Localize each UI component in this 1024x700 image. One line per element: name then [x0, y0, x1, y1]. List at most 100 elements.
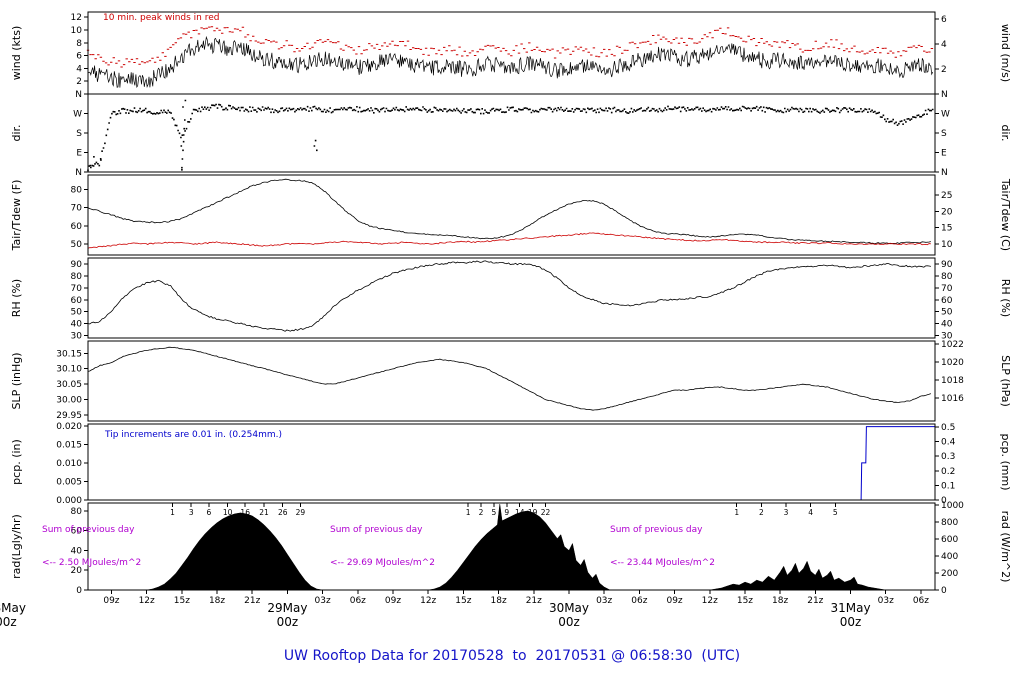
peak-wind-note: 10 min. peak winds in red: [103, 13, 220, 23]
axis-title-right-rh: RH (%): [999, 279, 1012, 317]
cumulative-rad-label: 19: [528, 508, 538, 517]
rad-sum-annotation-3: Sum of previous day <-- 23.44 MJoules/m^…: [610, 503, 715, 591]
y-axis-tick-label: 0.005: [56, 477, 82, 487]
y-axis-tick-label: 1020: [941, 358, 964, 368]
y-axis-tick-label: N: [75, 90, 82, 100]
axis-title-left-pcp: pcp. (in): [10, 439, 23, 485]
panel-border: [87, 257, 936, 339]
slp-trace: [87, 346, 932, 411]
y-axis-tick-label: 0.000: [56, 496, 82, 506]
y-axis-tick-label: 60: [71, 222, 83, 232]
x-axis-tick-label: 18z: [772, 596, 788, 606]
axis-title-left-wind: wind (kts): [10, 26, 23, 81]
date-sublabel: 00z: [840, 615, 862, 629]
cumulative-rad-label: 29: [296, 508, 306, 517]
cumulative-rad-label: 3: [189, 508, 194, 517]
air-temp-trace: [87, 178, 931, 245]
panel-border: [87, 340, 936, 422]
panel-border: [87, 174, 936, 256]
y-axis-tick-label: 20: [71, 566, 83, 576]
x-axis-tick-label: 06z: [350, 596, 366, 606]
axis-title-right-dir: dir.: [999, 124, 1012, 141]
x-axis-tick-label: 15z: [455, 596, 471, 606]
rad-sum-value: <-- 23.44 MJoules/m^2: [610, 558, 715, 568]
y-axis-tick-label: 10: [71, 26, 83, 36]
x-axis-tick-label: 21z: [807, 596, 823, 606]
cumulative-rad-label: 21: [259, 508, 269, 517]
cumulative-rad-label: 16: [240, 508, 250, 517]
y-axis-tick-label: 0.2: [941, 467, 955, 477]
x-axis-tick-label: 09z: [385, 596, 401, 606]
y-axis-tick-label: 70: [71, 284, 83, 294]
y-axis-tick-label: 0.015: [56, 440, 82, 450]
x-axis-tick-label: 12z: [139, 596, 155, 606]
panel-border: [87, 11, 936, 95]
date-sublabel: 00z: [0, 615, 17, 629]
cumulative-rad-label: 2: [759, 508, 764, 517]
wind-speed-trace: [87, 35, 934, 88]
y-axis-tick-label: 4: [76, 64, 82, 74]
y-axis-tick-label: 1018: [941, 376, 964, 386]
y-axis-tick-label: 0.020: [56, 422, 82, 432]
date-label: 29May: [267, 601, 307, 615]
y-axis-tick-label: 50: [941, 308, 953, 318]
panel-rad: 1 3 6 10 16 21 26 29 1 2 5 9 14 19 22 1 2 3 4 5020406080020…: [10, 501, 1012, 596]
axis-title-left-tair: Tair/Tdew (F): [10, 180, 23, 252]
y-axis-tick-label: 40: [71, 546, 83, 556]
cumulative-rad-label: 1: [170, 508, 175, 517]
y-axis-tick-label: 80: [71, 272, 83, 282]
axis-title-left-rad: rad(Lgly/hr): [10, 514, 23, 579]
panel-border: [87, 423, 936, 501]
cumulative-rad-label: 22: [541, 508, 551, 517]
y-axis-tick-label: 25: [941, 191, 952, 201]
y-axis-tick-label: 0.1: [941, 481, 955, 491]
y-axis-tick-label: W: [73, 110, 82, 120]
x-axis-tick-label: 15z: [174, 596, 190, 606]
y-axis-tick-label: 70: [71, 204, 83, 214]
y-axis-tick-label: 1000: [941, 501, 964, 511]
cumulative-rad-label: 1: [734, 508, 739, 517]
rad-sum-value: <-- 29.69 MJoules/m^2: [330, 558, 435, 568]
date-label: 28May: [0, 601, 26, 615]
y-axis-tick-label: 0.3: [941, 452, 955, 462]
rad-sum-value: <-- 2.50 MJoules/m^2: [42, 558, 142, 568]
y-axis-tick-label: 20: [941, 207, 953, 217]
y-axis-tick-label: 30.00: [56, 395, 82, 405]
y-axis-tick-label: 15: [941, 224, 952, 234]
solar-radiation-area: [146, 503, 886, 591]
y-axis-tick-label: E: [941, 149, 947, 159]
y-axis-tick-label: 0.010: [56, 459, 82, 469]
y-axis-tick-label: 4: [941, 40, 947, 50]
x-axis-tick-label: 21z: [526, 596, 542, 606]
cumulative-rad-label: 9: [504, 508, 509, 517]
y-axis-tick-label: N: [75, 168, 82, 178]
y-axis-tick-label: N: [941, 90, 948, 100]
y-axis-tick-label: 30.15: [56, 349, 82, 359]
y-axis-tick-label: S: [76, 129, 82, 139]
x-axis-tick-label: 06z: [913, 596, 929, 606]
x-axis-tick-label: 15z: [737, 596, 753, 606]
y-axis-tick-label: N: [941, 168, 948, 178]
cumulative-rad-label: 26: [278, 508, 288, 517]
panel-wind: 2 4 6 8 10 12 2 4 6 wind (kts) wind (m/s): [10, 11, 1012, 95]
x-axis-tick-label: 18z: [491, 596, 507, 606]
panel-pcp: 0.000 0.005 0.010 0.015 0.020 0 0.1 0.2 0.3 0.4 0.…: [10, 422, 1012, 506]
y-axis-tick-label: 0: [941, 586, 947, 596]
panel-tair: 50 60 70 80 10 15 20 25 Tair/Tdew (F) Tair/Tdew (…: [10, 174, 1012, 256]
rad-sum-annotation-2: Sum of previous day <-- 29.69 MJoules/m^…: [330, 503, 435, 591]
x-axis-tick-label: 09z: [103, 596, 119, 606]
rad-sum-label: Sum of previous day: [610, 525, 703, 535]
y-axis-tick-label: 10: [941, 240, 953, 250]
y-axis-tick-label: 60: [71, 527, 83, 537]
axis-title-right-rad: rad (W/m^2): [999, 511, 1012, 583]
cumulative-rad-label: 3: [784, 508, 789, 517]
y-axis-tick-label: 30.05: [56, 380, 82, 390]
date-sublabel: 00z: [558, 615, 580, 629]
y-axis-tick-label: 60: [941, 296, 953, 306]
y-axis-tick-label: 80: [941, 272, 953, 282]
rad-sum-label: Sum of previous day: [42, 525, 135, 535]
axis-title-right-pcp: pcp. (mm): [999, 433, 1012, 490]
